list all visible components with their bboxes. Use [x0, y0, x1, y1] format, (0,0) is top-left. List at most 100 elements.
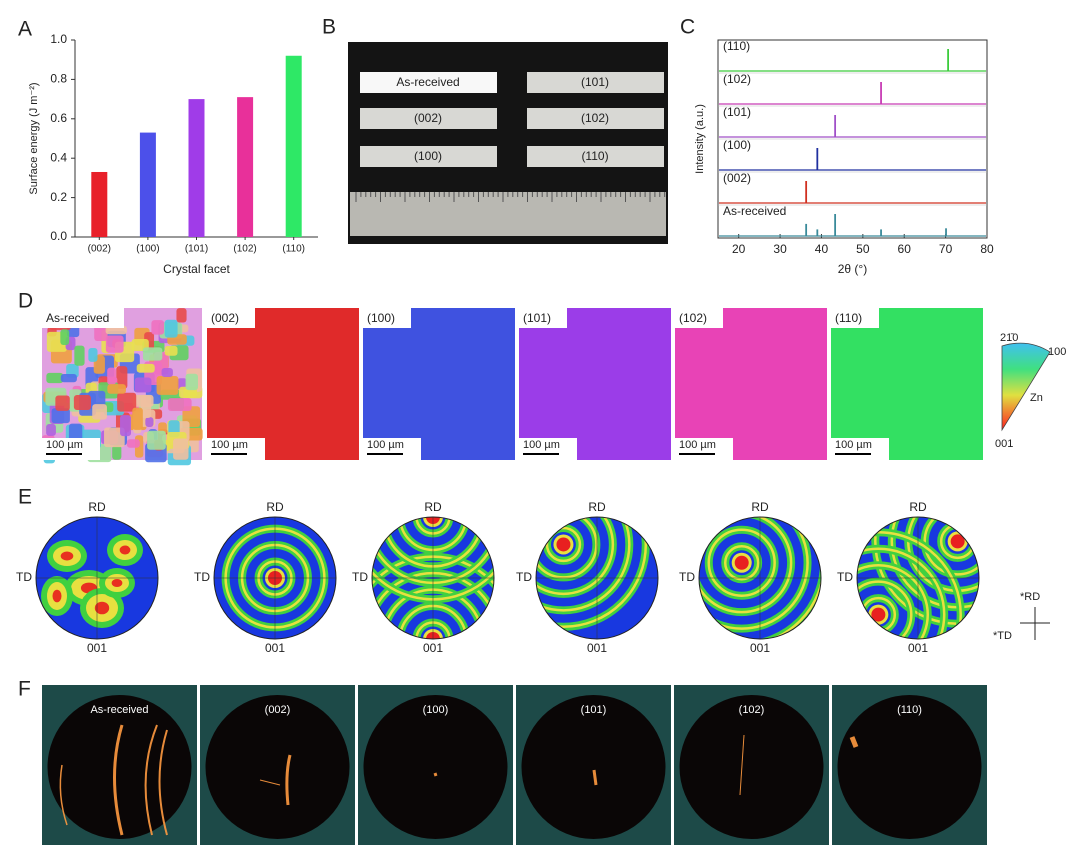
pole-figure	[536, 517, 658, 639]
pf-ring	[545, 526, 582, 563]
pf-pole	[423, 517, 443, 527]
map-label: (102)	[679, 311, 707, 325]
label-tab	[42, 308, 124, 328]
grain	[74, 345, 85, 366]
pf-blob	[119, 545, 131, 555]
diffraction-streak	[113, 724, 124, 836]
pf-blob	[111, 578, 123, 588]
pf-label-left: TD	[516, 570, 532, 584]
grain	[185, 373, 198, 391]
pf-pole	[950, 534, 965, 549]
grain	[177, 378, 188, 390]
pf-label-top: RD	[424, 500, 442, 514]
bar	[237, 97, 254, 237]
pf-pole	[734, 555, 749, 570]
ipf-label: 100	[1048, 346, 1066, 358]
map-label: (101)	[523, 311, 551, 325]
label-tab	[363, 308, 411, 328]
pf-ring	[923, 517, 979, 576]
x-tick-label: 70	[939, 242, 953, 256]
x-tick-label: 40	[815, 242, 829, 256]
pf-pole	[423, 629, 443, 639]
scale-label: 100 µm	[679, 439, 716, 451]
grain	[117, 392, 137, 412]
pf-ring	[857, 547, 946, 639]
grain	[176, 308, 187, 323]
grain	[60, 374, 77, 383]
legend-label: As-received	[723, 204, 786, 218]
grain	[156, 375, 179, 395]
axis-label: *TD	[993, 630, 1012, 642]
x-tick-label: 50	[856, 242, 870, 256]
x-tick-label: 60	[898, 242, 912, 256]
pf-pole	[556, 537, 571, 552]
pf-pole	[871, 607, 886, 622]
grain	[107, 367, 116, 385]
pf-blob	[52, 589, 62, 603]
diffraction-streak	[849, 736, 859, 748]
orientation-map	[363, 308, 515, 460]
pf-outline	[698, 516, 822, 640]
pf-ring	[699, 517, 809, 630]
pf-label-top: RD	[588, 500, 606, 514]
grain	[147, 430, 166, 450]
pf-ring	[536, 517, 631, 612]
x-tick-label: (002)	[88, 244, 111, 255]
orientation-map	[519, 308, 671, 460]
grain	[161, 367, 173, 378]
grain	[51, 408, 70, 424]
map-label: (100)	[367, 311, 395, 325]
laue-pattern	[837, 695, 982, 839]
y-tick-label: 0.2	[50, 190, 67, 204]
x-axis-label: Crystal facet	[163, 262, 230, 276]
legend-label: (002)	[723, 171, 751, 185]
grain	[126, 439, 140, 448]
bar	[188, 99, 205, 237]
grain	[136, 363, 155, 373]
diffraction-streak	[592, 769, 598, 786]
grain	[46, 424, 56, 436]
panel-letter: B	[322, 16, 336, 39]
laue-label: (101)	[581, 704, 607, 716]
pf-label-left: TD	[837, 570, 853, 584]
grain	[73, 394, 91, 410]
grain	[92, 404, 107, 420]
pf-label-bottom: 001	[908, 641, 928, 655]
sample-strip	[527, 146, 664, 167]
grain	[55, 395, 70, 411]
pf-pole	[426, 517, 440, 524]
pf-label-left: TD	[679, 570, 695, 584]
orientation-map	[831, 308, 983, 460]
grain	[112, 445, 122, 460]
strip-label: (100)	[414, 149, 442, 163]
bar	[285, 55, 302, 238]
grain	[132, 407, 143, 430]
panel-letter: D	[18, 290, 33, 313]
pf-ring	[857, 580, 913, 639]
diffraction-streak	[158, 729, 168, 836]
y-tick-label: 0.8	[50, 72, 67, 86]
orientation-map	[675, 308, 827, 460]
panel-letter: E	[18, 486, 32, 509]
x-tick-label: (102)	[233, 244, 256, 255]
pf-outline	[535, 516, 659, 640]
bar	[139, 132, 156, 237]
pf-label-bottom: 001	[87, 641, 107, 655]
sample-strip	[527, 72, 664, 93]
label-tab	[675, 308, 723, 328]
pf-outline	[371, 516, 495, 640]
laue-label: (100)	[423, 704, 449, 716]
laue-label: (002)	[265, 704, 291, 716]
laue-pattern	[205, 695, 350, 839]
pf-outline	[213, 516, 337, 640]
pf-label-top: RD	[88, 500, 106, 514]
grain	[173, 438, 189, 460]
orientation-map	[207, 308, 359, 460]
x-tick-label: 30	[773, 242, 787, 256]
pole-figure	[699, 517, 821, 639]
panel-letter: F	[18, 678, 31, 701]
y-tick-label: 0.0	[50, 229, 67, 243]
panel-letter: C	[680, 16, 695, 39]
diffraction-streak	[433, 772, 438, 777]
grain	[107, 384, 126, 394]
